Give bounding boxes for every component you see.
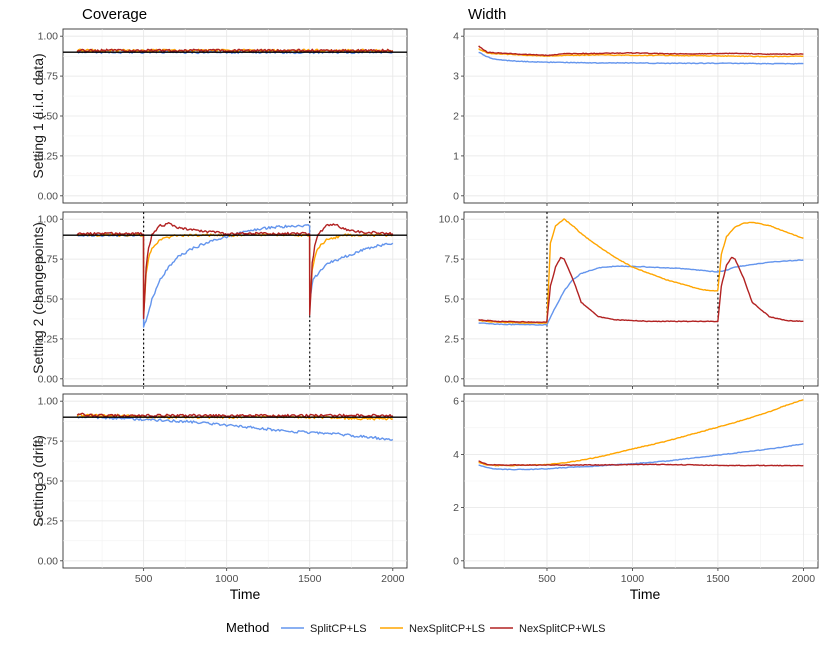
series-line-nexsplitcp-ls: [478, 218, 804, 324]
y-tick-label: 0.50: [38, 476, 59, 488]
y-tick-label: 0.75: [38, 436, 59, 448]
series-line-splitcp-ls: [76, 415, 394, 441]
y-tick-label: 2.5: [444, 333, 459, 345]
series-line-nexsplitcp-wls: [478, 256, 804, 324]
y-tick-label: 6: [453, 396, 459, 408]
y-tick-label: 4: [453, 449, 459, 461]
y-tick-label: 0.00: [38, 555, 59, 567]
legend: Method SplitCP+LS NexSplitCP+LS NexSplit…: [226, 620, 606, 635]
y-tick-label: 0.00: [38, 190, 59, 202]
panels-group: 0.000.250.500.751.00012340.000.250.500.7…: [38, 28, 819, 585]
y-tick-label: 0.75: [38, 254, 59, 266]
series-line-splitcp-ls: [478, 51, 804, 65]
y-tick-label: 5.0: [444, 294, 459, 306]
legend-title: Method: [226, 620, 269, 635]
x-tick-label: 1500: [298, 573, 322, 585]
y-tick-label: 1.00: [38, 31, 59, 43]
series-line-nexsplitcp-wls: [76, 48, 394, 53]
row-label-setting-1: Setting 1 (i.i.d. data): [30, 53, 46, 178]
column-title-coverage: Coverage: [82, 6, 147, 23]
y-tick-label: 0.25: [38, 150, 59, 162]
y-tick-label: 0.25: [38, 333, 59, 345]
y-tick-label: 0.50: [38, 294, 59, 306]
series-line-splitcp-ls: [478, 259, 804, 326]
legend-label-nexsplitcp-ls: NexSplitCP+LS: [409, 623, 485, 635]
x-axis-title-width: Time: [630, 586, 661, 602]
legend-label-nexsplitcp-wls: NexSplitCP+WLS: [519, 623, 606, 635]
y-tick-label: 2: [453, 111, 459, 123]
series-line-nexsplitcp-wls: [76, 221, 394, 320]
y-tick-label: 0.75: [38, 71, 59, 83]
y-tick-label: 1: [453, 150, 459, 162]
y-tick-label: 10.0: [439, 214, 460, 226]
x-tick-label: 2000: [792, 573, 816, 585]
panel-r2-width: 0.0 2.5 5.0 7.5 10.0: [439, 211, 819, 389]
y-tick-label: 4: [453, 31, 459, 43]
series-line-nexsplitcp-wls: [478, 460, 804, 467]
legend-label-splitcp-ls: SplitCP+LS: [310, 623, 367, 635]
row-label-setting-3: Setting 3 (drift): [30, 435, 46, 527]
y-tick-label: 0.50: [38, 111, 59, 123]
y-tick-label: 1.00: [38, 214, 59, 226]
x-tick-label: 1000: [621, 573, 645, 585]
x-tick-label: 1500: [706, 573, 730, 585]
panel-r2-coverage: 0.00 0.25 0.50 0.75 1.00: [38, 211, 408, 389]
series-line-nexsplitcp-ls: [478, 48, 804, 58]
series-line-splitcp-ls: [478, 443, 804, 471]
y-tick-label: 0.00: [38, 373, 59, 385]
y-tick-label: 0: [453, 555, 459, 567]
series-line-nexsplitcp-wls: [478, 45, 804, 57]
row-label-setting-2: Setting 2 (changepoints): [30, 222, 46, 374]
y-tick-label: 7.5: [444, 254, 459, 266]
y-tick-label: 0.25: [38, 515, 59, 527]
x-axis-title-coverage: Time: [230, 586, 261, 602]
y-tick-label: 1.00: [38, 396, 59, 408]
panel-r1-coverage: 0.00 0.25 0.50 0.75 1.00: [38, 28, 408, 206]
x-tick-label: 2000: [381, 573, 405, 585]
y-tick-label: 0: [453, 190, 459, 202]
x-tick-label: 500: [538, 573, 556, 585]
panel-r1-width: 0 1 2 3 4: [453, 28, 819, 206]
y-tick-label: 2: [453, 502, 459, 514]
y-tick-label: 0.0: [444, 373, 459, 385]
x-tick-label: 500: [135, 573, 153, 585]
y-tick-label: 3: [453, 71, 459, 83]
column-title-width: Width: [468, 6, 506, 23]
panel-r3-width: 0 2 4 6 500 1000 1500 2000: [453, 393, 819, 585]
panel-r3-coverage: 0.00 0.25 0.50 0.75 1.00 500 1000 1500 2000: [38, 393, 408, 585]
x-tick-label: 1000: [215, 573, 239, 585]
